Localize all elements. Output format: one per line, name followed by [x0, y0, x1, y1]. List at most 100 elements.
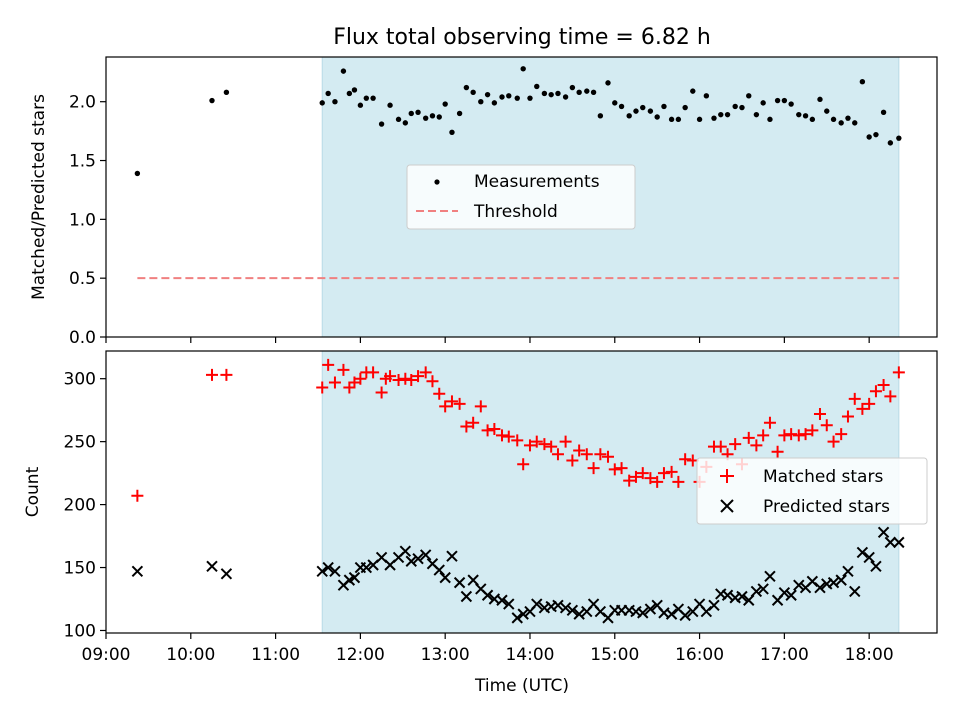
measurement-point	[527, 95, 533, 101]
predicted-star-point	[412, 553, 424, 565]
matched-star-point	[538, 438, 551, 451]
measurement-point	[746, 93, 752, 99]
matched-star-point	[481, 424, 494, 437]
x-tick-label: 09:00	[82, 645, 131, 665]
measurement-point	[668, 116, 675, 123]
measurement-point	[753, 111, 760, 118]
x-tick-label: 13:00	[421, 645, 470, 665]
measurement-point	[618, 103, 625, 110]
matched-star-point	[587, 462, 600, 475]
matched-star-point	[615, 462, 628, 475]
predicted-star-point	[884, 536, 897, 549]
matched-star-point	[665, 465, 678, 478]
legend-box	[406, 164, 636, 230]
matched-star-point	[405, 373, 418, 386]
measurement-point	[520, 66, 526, 72]
measurement-point	[809, 116, 816, 123]
measurement-point	[866, 134, 872, 140]
plot-frame	[105, 350, 938, 634]
predicted-star-point	[721, 589, 734, 601]
matched-star-point	[502, 430, 515, 443]
measurement-point	[838, 120, 844, 126]
matched-star-point	[792, 429, 805, 442]
x-tick-label: 11:00	[251, 645, 300, 665]
measurement-point	[576, 89, 582, 95]
measurement-point	[506, 93, 512, 99]
measurement-point	[332, 99, 338, 105]
predicted-star-point	[863, 551, 875, 564]
matched-star-point	[384, 370, 397, 383]
measurement-point	[319, 100, 325, 106]
matched-star-point	[806, 424, 819, 437]
matched-star-point	[412, 370, 425, 383]
matched-star-point	[354, 372, 367, 385]
measurement-point	[463, 84, 470, 91]
matched-star-point	[580, 448, 593, 461]
matched-star-point	[566, 454, 579, 467]
measurement-point	[562, 94, 569, 100]
measurement-point	[661, 103, 667, 110]
predicted-star-point	[877, 526, 890, 538]
predicted-star-point	[827, 576, 840, 589]
matched-star-point	[453, 397, 466, 410]
measurement-point	[781, 97, 788, 104]
measurement-point	[718, 111, 724, 118]
matched-star-point	[433, 387, 446, 400]
predicted-star-point	[793, 579, 805, 591]
predicted-star-point	[856, 546, 869, 559]
predicted-star-point	[322, 561, 334, 574]
measurement-point	[887, 140, 894, 146]
x-tick-label: 12:00	[336, 645, 385, 665]
measurement-point	[569, 84, 576, 91]
matched-star-point	[131, 489, 144, 502]
x-tick-label: 17:00	[760, 645, 809, 665]
measurement-point	[346, 90, 353, 97]
legend: Measurements Threshold	[406, 164, 636, 230]
measurement-point	[340, 68, 347, 74]
matched-star-point	[892, 366, 905, 379]
x-tick-label: 10:00	[166, 645, 215, 665]
y-tick-label: 2.0	[69, 93, 96, 113]
x-tick-label: 18:00	[845, 645, 894, 665]
y-tick-label: 300	[64, 370, 96, 390]
predicted-star-point	[360, 561, 373, 574]
predicted-star-point	[785, 589, 797, 601]
measurement-point	[514, 95, 520, 101]
matched-star-point	[750, 439, 763, 452]
matched-star-point	[608, 463, 621, 476]
measurement-point	[880, 109, 887, 115]
matched-star-point	[205, 368, 218, 381]
measurement-point	[456, 110, 463, 117]
measurement-point	[767, 116, 773, 123]
predicted-star-point	[496, 594, 508, 606]
measurement-point	[817, 96, 823, 103]
measurement-point	[408, 110, 414, 117]
predicted-star-point	[679, 609, 691, 622]
predicted-star-point	[637, 607, 649, 619]
measurement-point	[873, 131, 879, 138]
measurement-point	[682, 104, 688, 111]
x-axis-label: Time (UTC)	[474, 676, 569, 696]
measurement-point	[852, 120, 858, 126]
measurement-point	[739, 104, 745, 111]
matched-star-point	[714, 440, 727, 453]
matched-star-point	[419, 366, 432, 379]
matched-star-point	[835, 428, 848, 441]
measurement-point	[555, 90, 561, 97]
measurement-point	[325, 90, 331, 97]
matched-star-point	[884, 390, 897, 403]
matched-star-point	[367, 366, 380, 379]
measurement-point	[395, 116, 402, 123]
predicted-star-point	[419, 549, 432, 561]
measurement-point	[590, 89, 597, 95]
predicted-star-point	[566, 604, 579, 617]
matched-star-point	[877, 378, 890, 391]
measurement-point	[534, 83, 540, 90]
matched-star-point	[426, 375, 439, 388]
predicted-star-point	[399, 545, 412, 557]
matched-star-point	[439, 400, 452, 413]
measurement-point	[802, 113, 809, 119]
matched-star-point	[399, 372, 412, 385]
measurement-point	[774, 97, 781, 104]
matched-star-point	[594, 448, 607, 461]
